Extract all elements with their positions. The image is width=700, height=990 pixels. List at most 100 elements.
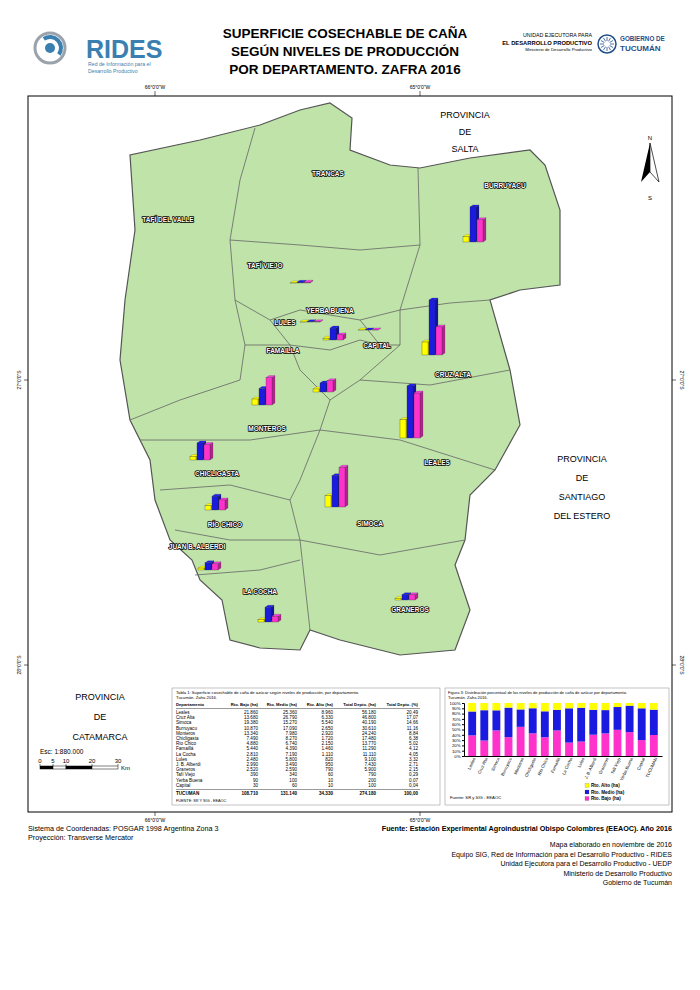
department-border (160, 485, 290, 500)
scale-tick-label: 10 (63, 758, 70, 764)
latitude-label: 27°0'0"S (679, 370, 685, 390)
footer-credit: Mapa elaborado en noviembre de 2016 (550, 841, 672, 849)
logo-arc (43, 35, 63, 56)
tick-label: Monteros (513, 757, 525, 775)
department-border (230, 240, 270, 320)
scale-tick-label: 30 (115, 758, 122, 764)
map-title: POR DEPARTAMENTO. ZAFRA 2016 (229, 62, 461, 77)
bar-segment (517, 727, 525, 756)
government: GOBIERNO DE (620, 35, 665, 42)
bar-segment (577, 703, 585, 708)
tick-label: Tafí Viejo (610, 756, 622, 775)
department-border (195, 560, 300, 575)
table: Tabla 1: Superficie cosechable de caña d… (172, 688, 440, 805)
bar-segment (577, 742, 585, 756)
axis-line (462, 704, 465, 757)
mini-bar-side (442, 325, 445, 355)
footer-credit: Equipo SIG, Red de Información para el D… (451, 851, 672, 859)
mini-bar (272, 614, 281, 622)
emblem-ray (601, 41, 604, 43)
mini-bar (372, 328, 381, 330)
tick-label: Chicligasta (524, 756, 538, 778)
graticule-tick (672, 665, 676, 666)
department-border (320, 400, 330, 430)
bar-segment (565, 708, 573, 742)
mini-bar-front (297, 282, 303, 284)
tick: Lules (577, 757, 586, 768)
plot-bars (468, 703, 658, 756)
map-frame (28, 96, 672, 812)
bar-segment (589, 710, 597, 735)
scale-tick (53, 764, 54, 766)
mini-bar-front (190, 456, 196, 460)
emblem-ray (610, 41, 613, 43)
mini-bar-front (307, 321, 313, 322)
logo-name: RIDES (86, 35, 162, 63)
graticule-tick (24, 665, 28, 666)
mini-bar-front (313, 389, 319, 392)
province-label: SANTIAGO (559, 492, 606, 502)
bar-segment (468, 711, 476, 735)
table-total: 100,00 (404, 791, 418, 796)
government-emblem (598, 35, 616, 53)
tick-mark (462, 740, 464, 741)
province-label: DE (459, 127, 472, 137)
department-border (400, 300, 490, 310)
tick: Burruyacu (500, 756, 513, 776)
tick-label: Yerba Buena (619, 756, 634, 781)
department-border (290, 345, 360, 400)
tick-label: Río Chico (537, 756, 550, 776)
department-border (360, 370, 510, 385)
mini-bar-front (332, 476, 338, 507)
department-border (175, 530, 300, 540)
department-border (290, 500, 300, 540)
tick: Cruz Alta (477, 756, 489, 774)
graticule-tick (24, 380, 28, 381)
table-total: 34.330 (319, 791, 333, 796)
bar-segment (638, 708, 646, 740)
mini-bars (190, 205, 486, 622)
scale-tick (40, 764, 41, 766)
department-border (418, 168, 420, 245)
table-header: Rto. Medio (ha) (267, 702, 298, 707)
mini-bar-top (409, 593, 418, 595)
department-label: CRUZ ALTA (435, 371, 471, 378)
map-title: SUPERFICIE COSECHABLE DE CAÑA (223, 26, 468, 41)
mini-bar-front (205, 506, 211, 510)
legend-label: Rto. Medio (ha) (591, 790, 625, 795)
department-border (130, 300, 245, 420)
bar-segment (589, 703, 597, 710)
tick: Graneros (598, 757, 610, 775)
footer-left: Sistema de Coordenadas: POSGAR 1998 Arge… (28, 824, 219, 833)
bar-segment (650, 703, 658, 710)
tick-mark (462, 703, 464, 704)
tick-mark (462, 724, 464, 725)
tick: 60% (452, 722, 464, 727)
mini-bar (314, 320, 323, 322)
tick: 30% (452, 738, 464, 743)
agency: Ministerio de Desarrollo Productivo (525, 47, 592, 52)
scale-label: Esc: 1:880.000 (40, 748, 84, 755)
chart-note: Fuente: SR y SIG - EEAOC (450, 795, 501, 800)
mini-bar (477, 218, 486, 242)
mini-bar-top (429, 298, 438, 300)
arrow-left (641, 143, 650, 182)
mini-bar-top (372, 328, 381, 330)
table-title: Tucumán. Zafra 2016. (176, 695, 217, 700)
mini-bar-front (422, 342, 428, 355)
tick-mark (462, 719, 464, 720)
tick-label: J. B. Alberdi (583, 757, 597, 780)
tick: Capital (636, 757, 646, 771)
mini-bar (219, 498, 228, 510)
mini-bar-side (420, 391, 423, 438)
tick: 80% (452, 711, 464, 716)
mini-bar-front (204, 445, 210, 460)
department-label: TAFÍ DEL VALLE (142, 215, 194, 223)
bar-segment (638, 740, 646, 756)
table-rule (176, 789, 420, 790)
mini-bar-front (265, 607, 271, 622)
mini-bar-front (212, 564, 218, 570)
mini-bar-front (205, 563, 211, 570)
mini-bar-top (212, 562, 221, 564)
bar-segment (626, 732, 634, 756)
